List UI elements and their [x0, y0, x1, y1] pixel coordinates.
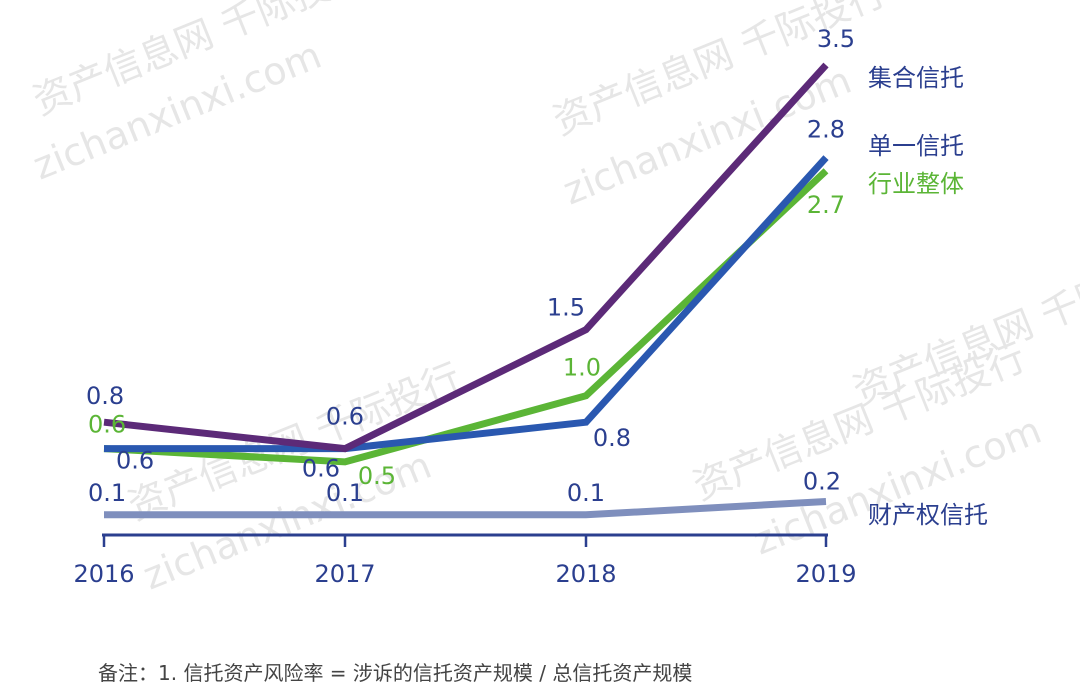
data-labels: 0.80.61.53.50.6 0.60.82.80.60.51.02.70.1 0… — [86, 25, 855, 507]
data-label: 2.8 — [807, 116, 845, 144]
data-label: 0.6 — [326, 403, 364, 431]
footnote: 备注：1. 信托资产风险率 = 涉诉的信托资产规模 / 总信托资产规模 — [98, 661, 693, 685]
x-tick-label: 2017 — [314, 560, 375, 588]
data-label: 0.6 — [302, 455, 340, 483]
series-lines — [103, 62, 829, 519]
series-name-label: 财产权信托 — [868, 501, 988, 529]
data-label: 2.7 — [807, 191, 845, 219]
series-line — [103, 168, 829, 466]
data-label: 3.5 — [817, 25, 855, 53]
data-label: 0.2 — [803, 468, 841, 496]
x-tick-label: 2016 — [73, 560, 134, 588]
data-label: 0.1 — [326, 479, 364, 507]
data-label: 0.8 — [86, 382, 124, 410]
series-name-label: 集合信托 — [868, 64, 964, 92]
data-label: 1.5 — [547, 294, 585, 322]
data-label: 0.5 — [358, 462, 396, 490]
series-name-label: 行业整体 — [868, 170, 964, 198]
series-name-label: 单一信托 — [868, 132, 964, 160]
x-tick-label: 2018 — [555, 560, 616, 588]
data-label: 0.6 — [88, 411, 126, 439]
x-axis: 2016 2017 2018 2019 — [73, 533, 857, 588]
data-label: 1.0 — [563, 354, 601, 382]
x-tick-label: 2019 — [795, 560, 856, 588]
series-line — [104, 498, 827, 519]
data-label: 0.1 — [567, 479, 605, 507]
series-line — [104, 155, 829, 453]
data-label: 0.1 — [88, 479, 126, 507]
data-label: 0.6 — [116, 447, 154, 475]
data-label: 0.8 — [593, 424, 631, 452]
series-line — [103, 62, 829, 453]
